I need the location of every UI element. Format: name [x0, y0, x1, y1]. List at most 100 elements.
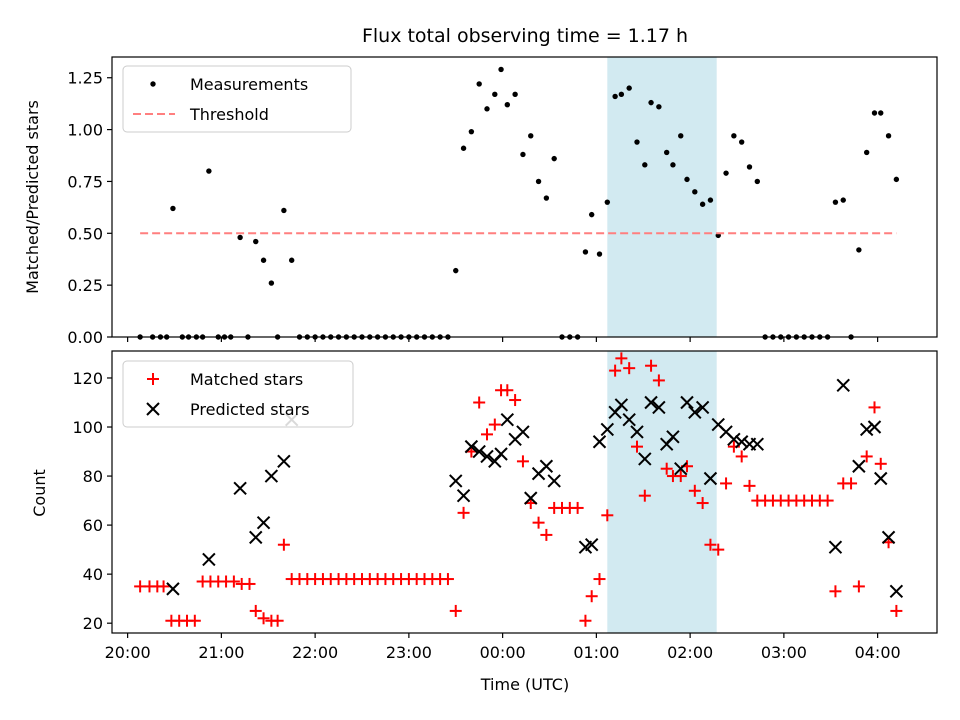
measurement-point	[642, 162, 648, 168]
measurement-point	[596, 251, 603, 257]
y-tick-label: 0.50	[67, 224, 103, 243]
bottom-legend-box	[122, 360, 354, 428]
predicted-stars-point	[644, 395, 658, 410]
predicted-stars-point	[547, 474, 561, 488]
matched-stars-point	[157, 580, 170, 593]
predicted-stars-point	[277, 454, 291, 469]
measurement-point	[746, 164, 753, 170]
predicted-stars-point	[622, 412, 636, 427]
matched-stars-point	[609, 364, 622, 377]
x-tick-label: 22:00	[292, 643, 338, 662]
predicted-stars-point	[249, 530, 263, 545]
matched-stars-point	[845, 477, 858, 490]
top-plot-frame	[111, 56, 938, 338]
measurement-point	[535, 178, 542, 185]
measurement-point	[656, 104, 662, 110]
matched-stars-point	[623, 362, 636, 375]
measurement-point	[684, 176, 690, 183]
matched-stars-point	[449, 604, 462, 617]
legend-predicted-marker	[146, 402, 160, 416]
bottom-axis-ticks: 20:00 21:00 22:00 23:00 00:00 01:00 02:00 03:00…	[72, 369, 900, 662]
predicted-stars-point	[524, 491, 538, 505]
matched-stars-point	[631, 440, 643, 453]
predicted-stars-point	[889, 584, 904, 599]
measurement-point	[663, 149, 670, 156]
measurement-point	[840, 197, 846, 203]
measurement-point	[612, 93, 618, 100]
bottom-panel: Count Time (UTC) 20:00 21:00 22:00 23:00 00:…	[30, 350, 938, 694]
predicted-stars-point	[592, 435, 607, 449]
bottom-legend: Matched stars Predicted stars	[122, 360, 354, 428]
x-tick-label: 02:00	[667, 643, 713, 662]
predicted-stars-point	[836, 378, 850, 393]
x-tick-label: 23:00	[386, 643, 432, 662]
predicted-stars-point	[494, 447, 508, 461]
matched-stars-point	[585, 590, 598, 603]
matched-stars-point	[660, 462, 673, 475]
matched-stars-point	[638, 489, 651, 502]
matched-stars-point	[540, 528, 553, 541]
matched-stars-point	[720, 477, 733, 490]
bottom-plot-frame	[111, 350, 938, 634]
matched-stars-point	[645, 359, 658, 372]
predicted-stars-point	[166, 582, 180, 596]
measurement-point	[871, 110, 878, 116]
predicted-stars-point	[666, 430, 680, 444]
y-tick-label: 1.25	[67, 69, 103, 88]
measurement-point	[260, 257, 267, 263]
x-tick-label: 21:00	[198, 643, 244, 662]
matched-stars-point	[874, 457, 887, 470]
measurement-point	[678, 133, 684, 139]
measurement-point	[618, 91, 625, 98]
measurement-point	[626, 85, 632, 91]
predicted-stars-point	[614, 398, 629, 412]
measurement-point	[707, 197, 714, 203]
measurement-point	[670, 162, 676, 168]
y-tick-label: 0.00	[67, 328, 103, 347]
legend-predicted-label: Predicted stars	[190, 400, 310, 419]
matched-stars-point	[501, 384, 514, 397]
predicted-stars-point	[630, 425, 644, 439]
top-legend: Measurements Threshold	[122, 65, 352, 133]
y-tick-label: 40	[83, 565, 103, 584]
y-tick-label: 120	[72, 369, 103, 388]
measurement-point	[170, 205, 176, 212]
measurement-point	[543, 195, 550, 201]
predicted-stars-point	[874, 471, 888, 486]
measurement-point	[268, 280, 275, 286]
legend-matched-label: Matched stars	[190, 370, 303, 389]
matched-stars-point	[488, 418, 501, 431]
x-axis-title: Time (UTC)	[480, 675, 569, 694]
y-tick-label: 100	[72, 418, 103, 437]
measurement-point	[582, 249, 589, 255]
predicted-stars-point	[734, 435, 749, 449]
measurement-point	[648, 99, 654, 106]
top-panel: Flux total observing time = 1.17 h Match…	[23, 25, 938, 347]
measurement-point	[878, 110, 884, 116]
measurement-point	[512, 91, 518, 98]
predicted-stars-point	[852, 459, 866, 473]
top-axis-ticks: 0.00 0.25 0.50 0.75 1.00 1.25	[67, 69, 879, 347]
x-tick-label: 04:00	[855, 643, 901, 662]
matched-stars-point	[688, 484, 701, 497]
legend-measurements-label: Measurements	[190, 75, 308, 94]
matched-stars-point	[257, 612, 270, 625]
y-tick-label: 80	[83, 467, 103, 486]
measurement-point	[588, 211, 595, 218]
predicted-stars-point	[867, 420, 882, 434]
predicted-stars-point	[652, 400, 666, 415]
matched-stars-point	[860, 450, 873, 463]
matched-stars-point	[188, 614, 201, 627]
y-tick-label: 0.75	[67, 172, 103, 191]
measurement-point	[731, 133, 737, 139]
matched-stars-point	[890, 604, 903, 617]
measurement-point	[863, 149, 870, 156]
chart-title: Flux total observing time = 1.17 h	[362, 25, 688, 47]
measurement-point	[468, 128, 475, 135]
measurement-point	[484, 106, 490, 112]
top-legend-box	[122, 65, 352, 133]
highlight-band	[607, 57, 717, 337]
matched-stars-point	[532, 516, 545, 529]
predicted-stars-point	[264, 469, 279, 483]
predicted-stars-point	[638, 452, 652, 466]
